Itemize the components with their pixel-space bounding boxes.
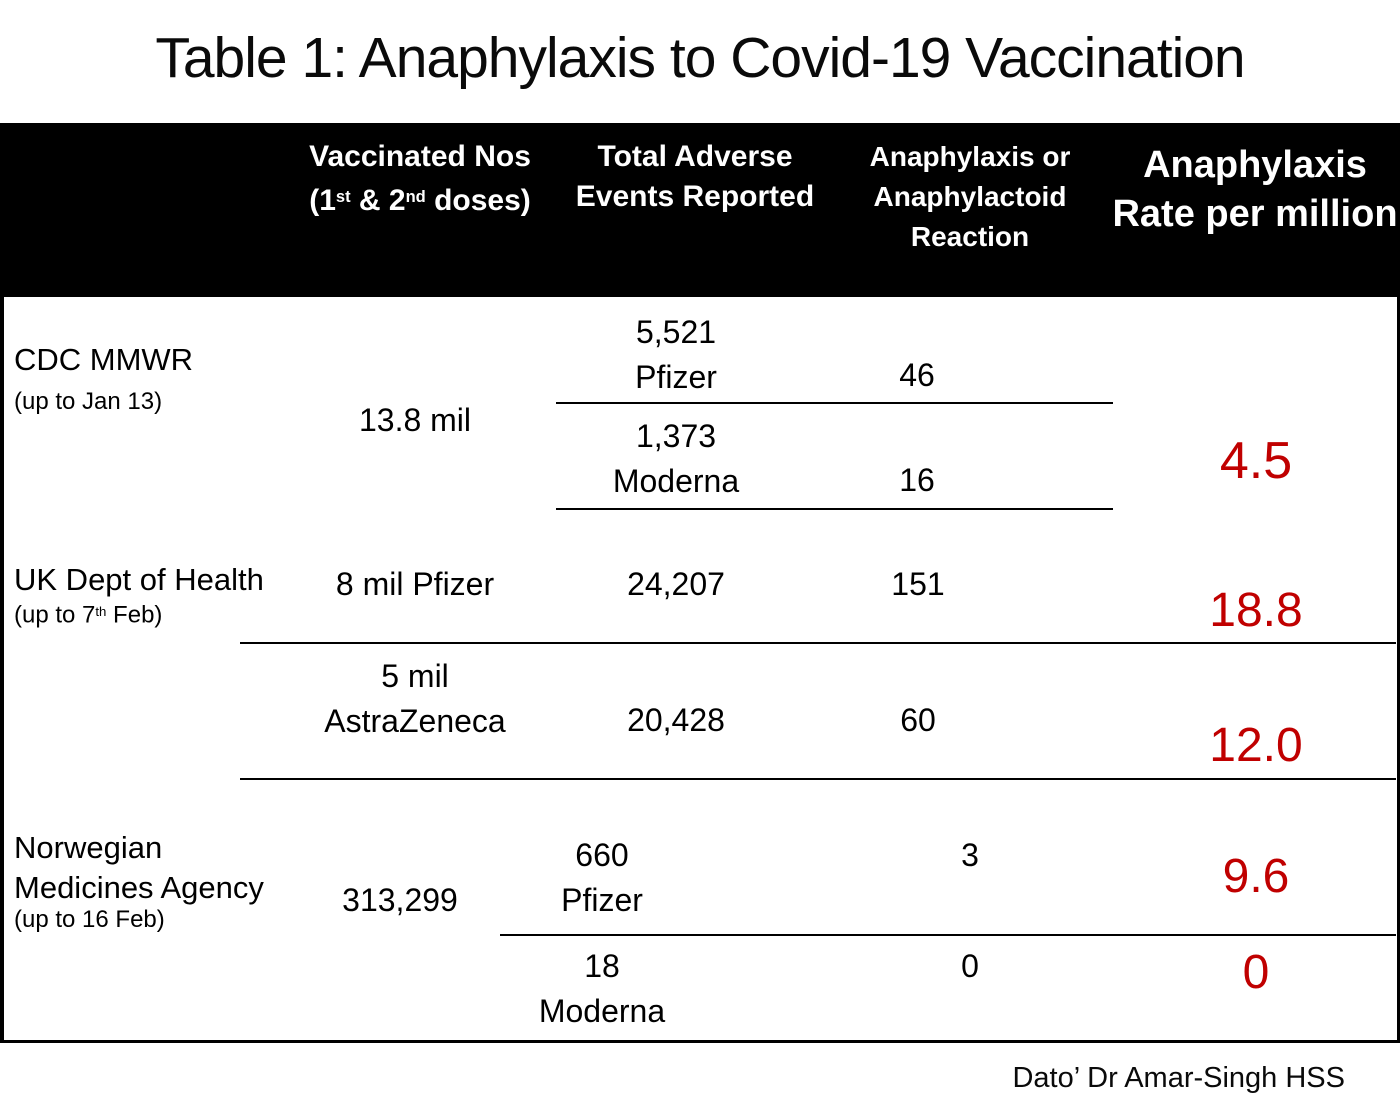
cell-norway-pfizer-rate: 9.6 [1222,850,1290,903]
cell-cdc-pfizer-events: 5,521 Pfizer [556,310,796,400]
cell-uk-pfizer-reactions: 151 [891,566,945,602]
header-col-adverse-events: Total Adverse Events Reported [575,140,815,213]
page-title: Table 1: Anaphylaxis to Covid-19 Vaccina… [155,26,1245,90]
row-divider [556,402,1113,404]
cdc-moderna-count: 1,373 [635,418,717,454]
row-period-uk: (up to 7th Feb) [14,601,163,629]
cell-uk-az-reactions: 60 [900,702,936,738]
cell-cdc-moderna-events: 1,373 Moderna [556,414,796,504]
cdc-moderna-name: Moderna [612,463,740,499]
header-col-anaphylaxis-reaction: Anaphylaxis or Anaphylactoid Reaction [869,141,1071,252]
norway-pfizer-count: 660 [575,837,629,873]
header-col-rate-per-million: Anaphylaxis Rate per million [1112,144,1398,235]
cell-uk-pfizer-events: 24,207 [627,566,725,602]
row-divider [240,642,1396,644]
cell-uk-az-events: 20,428 [627,702,725,738]
row-divider [500,934,1396,936]
norway-pfizer-name: Pfizer [561,882,643,918]
cell-uk-pfizer-vaccinated: 8 mil Pfizer [335,566,495,602]
cell-norway-pfizer-reactions: 3 [961,837,979,873]
cdc-pfizer-count: 5,521 [635,314,717,350]
cell-cdc-moderna-reactions: 16 [899,462,935,498]
header-col-vaccinated: Vaccinated Nos (1st & 2nd doses) [275,137,565,221]
row-period-cdc: (up to Jan 13) [14,388,163,415]
cell-uk-az-rate: 12.0 [1209,719,1303,772]
cell-cdc-rate: 4.5 [1219,432,1293,490]
cell-norway-moderna-reactions: 0 [961,948,979,984]
row-label-cdc: CDC MMWR [14,342,194,377]
cdc-pfizer-name: Pfizer [635,359,717,395]
row-label-norway: Norwegian Medicines Agency [14,830,264,905]
norway-moderna-name: Moderna [538,993,666,1029]
table-frame [0,297,1400,1043]
cell-uk-az-vaccinated: 5 mil AstraZeneca [324,658,506,739]
row-divider [240,778,1396,780]
cell-norway-moderna-events: 18 Moderna [482,944,722,1034]
norway-moderna-count: 18 [584,948,620,984]
author-credit: Dato’ Dr Amar-Singh HSS [1012,1062,1345,1094]
row-divider [556,508,1113,510]
cell-cdc-pfizer-reactions: 46 [899,357,935,393]
cell-norway-vaccinated: 313,299 [342,882,458,918]
row-period-norway: (up to 16 Feb) [14,906,165,933]
row-label-uk: UK Dept of Health [14,562,264,597]
cell-cdc-vaccinated: 13.8 mil [358,402,472,438]
table-header-band: Vaccinated Nos (1st & 2nd doses) Total A… [0,123,1400,297]
cell-norway-moderna-rate: 0 [1242,946,1270,999]
cell-uk-pfizer-rate: 18.8 [1209,584,1303,637]
header-vaccinated-line2: (1st & 2nd doses) [309,184,531,218]
header-vaccinated-line1: Vaccinated Nos [309,140,531,173]
cell-norway-pfizer-events: 660 Pfizer [482,833,722,923]
